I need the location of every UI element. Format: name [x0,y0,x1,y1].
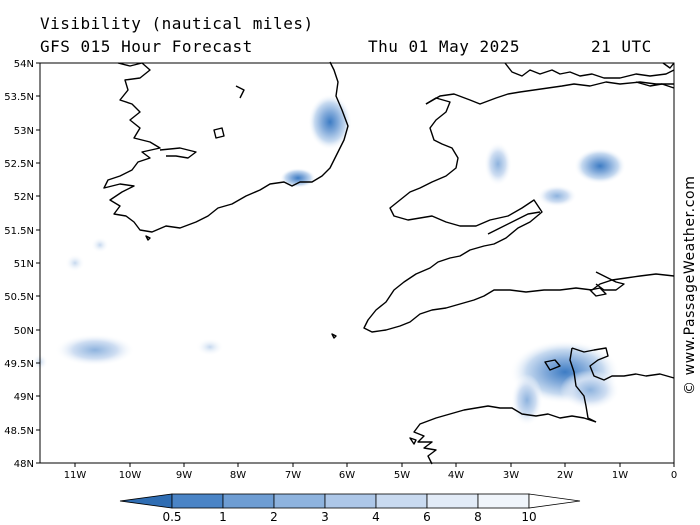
ireland-inlet [235,85,245,99]
solent [595,271,625,291]
legend-swatch [171,493,224,509]
lat-label: 52N [14,192,34,203]
lat-label: 53.5N [4,92,34,103]
lat-label: 51N [14,259,34,270]
legend-swatch [324,493,377,509]
legend-label: 6 [423,510,431,524]
lon-label: 9W [176,470,192,481]
latitude-ticks [36,62,40,464]
legend-label: 1 [219,510,227,524]
legend-labels: 0.5 1 2 3 4 6 8 10 [162,510,536,524]
lat-label: 49.5N [4,359,34,370]
legend-swatch [426,493,479,509]
channel-island [544,359,561,371]
legend-swatch [222,493,275,509]
ireland-coast [103,61,349,233]
lat-label: 49N [14,392,34,403]
fastnet [145,235,151,241]
longitude-ticks [74,463,675,467]
forecast-label: GFS 015 Hour Forecast [40,37,253,56]
legend-swatch [273,493,326,509]
lon-label: 1W [612,470,628,481]
forecast-time: 21 UTC [591,37,652,56]
legend-label: 4 [372,510,380,524]
scotland-inlet [635,81,675,89]
coastlines [103,61,675,465]
legend-label: 8 [474,510,482,524]
lat-label: 48N [14,459,34,470]
lon-label: 7W [285,470,301,481]
lon-label: 3W [503,470,519,481]
legend-swatch [375,493,428,509]
site-credit: © www.PassageWeather.com [682,176,698,395]
lat-label: 50.5N [4,292,34,303]
longitude-labels: 11W 10W 9W 8W 7W 6W 5W 4W 3W 2W 1W 0 [64,470,678,481]
lat-label: 48.5N [4,426,34,437]
lon-label: 2W [557,470,573,481]
lon-label: 6W [339,470,355,481]
lat-label: 53N [14,126,34,137]
wales-north-coast [363,97,675,333]
legend-label: 2 [270,510,278,524]
lon-label: 5W [394,470,410,481]
lat-label: 51.5N [4,226,34,237]
latitude-labels: 54N 53.5N 53N 52.5N 52N 51.5N 51N 50.5N … [4,59,34,470]
legend-label: 0.5 [162,510,181,524]
legend-swatch [477,493,530,509]
cotentin-west [569,347,597,423]
lat-label: 50N [14,326,34,337]
forecast-date: Thu 01 May 2025 [368,37,520,56]
scotland-coast [504,62,675,79]
lon-label: 0 [671,470,677,481]
scilly [331,333,337,339]
legend-arrow-right [528,493,581,509]
legend-label: 10 [521,510,536,524]
isle-of-wight [589,287,607,297]
severn-estuary [487,211,541,235]
legend-label: 3 [321,510,329,524]
color-legend [119,493,581,509]
lon-label: 11W [64,470,87,481]
cotentin [571,347,675,381]
ireland-lough [213,127,225,139]
wales-upper [425,81,674,105]
lat-label: 52.5N [4,159,34,170]
isle-of-man [662,62,675,69]
lon-label: 8W [230,470,246,481]
lat-label: 54N [14,59,34,70]
map-title: Visibility (nautical miles) [40,14,314,33]
visibility-patches [32,94,626,426]
lon-label: 10W [119,470,142,481]
ireland-west-bay [159,147,197,159]
brittany-coast [413,405,597,465]
ushant [409,437,417,445]
lon-label: 4W [448,470,464,481]
legend-arrow-left [119,493,173,509]
